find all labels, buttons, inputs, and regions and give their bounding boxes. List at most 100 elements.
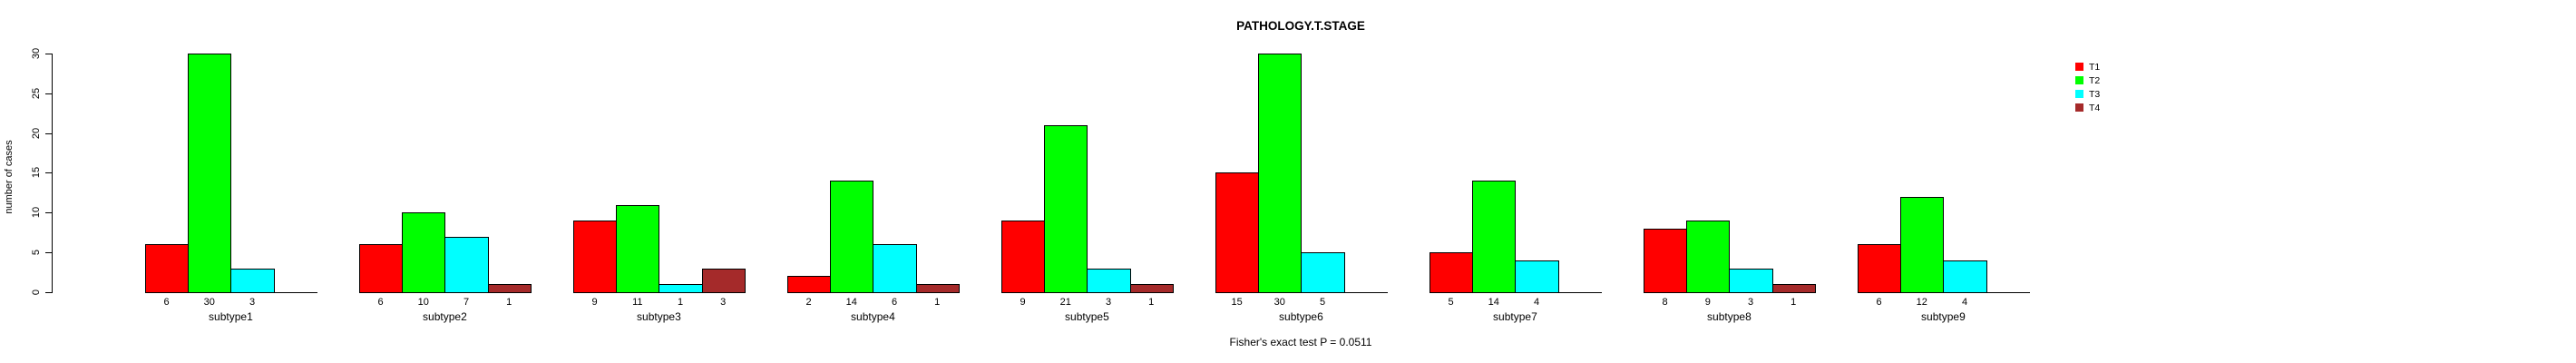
bar-count-subtype4-T4: 1: [934, 297, 941, 308]
bar-count-subtype5-T3: 3: [1105, 297, 1112, 308]
bar-subtype8-T4: [1771, 284, 1816, 293]
bar-subtype7-T1: [1429, 252, 1474, 293]
bar-subtype2-T1: [359, 244, 404, 293]
chart-title: PATHOLOGY.T.STAGE: [1236, 19, 1365, 33]
bar-count-subtype3-T4: 3: [720, 297, 727, 308]
y-tick-mark-0: [45, 292, 52, 293]
bar-count-subtype9-T2: 12: [1916, 297, 1927, 308]
y-tick-mark-15: [45, 172, 52, 174]
legend-item-T4: T4: [2075, 101, 2100, 114]
category-label-subtype8: subtype8: [1707, 310, 1751, 323]
bar-subtype5-T4: [1129, 284, 1174, 293]
bar-count-subtype1-T3: 3: [249, 297, 256, 308]
bar-subtype7-T4-zero: [1557, 292, 1602, 293]
bar-count-subtype1-T2: 30: [203, 297, 215, 308]
bar-count-subtype2-T1: 6: [377, 297, 384, 308]
category-label-subtype3: subtype3: [637, 310, 681, 323]
legend-swatch-T1: [2075, 63, 2083, 71]
bar-subtype3-T3: [659, 284, 703, 293]
legend-swatch-T4: [2075, 103, 2083, 112]
category-label-subtype1: subtype1: [209, 310, 253, 323]
category-label-subtype2: subtype2: [423, 310, 467, 323]
category-label-subtype9: subtype9: [1921, 310, 1966, 323]
category-label-subtype4: subtype4: [851, 310, 895, 323]
y-tick-label-30: 30: [31, 47, 42, 60]
bar-subtype7-T2: [1472, 181, 1517, 293]
bar-subtype4-T2: [830, 181, 874, 293]
bar-subtype1-T3: [230, 268, 275, 293]
legend-label-T1: T1: [2089, 61, 2101, 73]
bar-count-subtype5-T2: 21: [1059, 297, 1071, 308]
bar-subtype9-T3: [1943, 260, 1987, 293]
bar-subtype1-T2: [188, 53, 232, 293]
bar-count-subtype7-T3: 4: [1533, 297, 1540, 308]
legend-item-T1: T1: [2075, 60, 2100, 74]
bar-count-subtype5-T4: 1: [1148, 297, 1155, 308]
bar-count-subtype3-T3: 1: [677, 297, 684, 308]
fisher-test-annotation: Fisher's exact test P = 0.0511: [1229, 336, 1372, 348]
bar-count-subtype8-T1: 8: [1662, 297, 1668, 308]
legend-swatch-T2: [2075, 76, 2083, 84]
category-label-subtype6: subtype6: [1279, 310, 1323, 323]
bar-count-subtype2-T2: 10: [417, 297, 429, 308]
bar-subtype5-T2: [1044, 124, 1088, 293]
y-tick-label-15: 15: [31, 167, 42, 179]
y-tick-label-20: 20: [31, 127, 42, 139]
bar-subtype2-T4: [487, 284, 532, 293]
y-tick-mark-5: [45, 252, 52, 254]
bar-count-subtype8-T4: 1: [1791, 297, 1797, 308]
bar-subtype8-T1: [1644, 228, 1688, 293]
bar-subtype9-T1: [1858, 244, 1902, 293]
bar-count-subtype6-T1: 15: [1231, 297, 1243, 308]
bar-count-subtype3-T1: 9: [591, 297, 598, 308]
bar-count-subtype2-T3: 7: [463, 297, 470, 308]
bar-count-subtype9-T3: 4: [1961, 297, 1968, 308]
y-tick-label-25: 25: [31, 87, 42, 99]
category-label-subtype5: subtype5: [1065, 310, 1109, 323]
bar-count-subtype8-T2: 9: [1704, 297, 1711, 308]
legend-label-T4: T4: [2089, 102, 2101, 113]
legend-label-T3: T3: [2089, 88, 2101, 100]
bar-subtype5-T1: [1001, 221, 1046, 293]
bar-count-subtype6-T3: 5: [1319, 297, 1326, 308]
bar-count-subtype4-T3: 6: [891, 297, 898, 308]
bar-subtype3-T4: [701, 268, 746, 293]
bar-subtype8-T2: [1686, 221, 1731, 293]
bar-subtype2-T2: [402, 212, 446, 293]
bar-subtype9-T2: [1900, 196, 1945, 293]
legend-swatch-T3: [2075, 90, 2083, 98]
bar-subtype4-T4: [915, 284, 960, 293]
bar-subtype6-T4-zero: [1343, 292, 1388, 293]
bar-subtype4-T1: [787, 276, 832, 293]
bar-subtype2-T3: [444, 236, 489, 293]
y-tick-label-0: 0: [31, 289, 42, 296]
y-tick-label-10: 10: [31, 207, 42, 219]
bar-subtype8-T3: [1729, 268, 1773, 293]
bar-subtype3-T2: [616, 204, 660, 293]
bar-subtype7-T3: [1515, 260, 1559, 293]
y-tick-mark-25: [45, 93, 52, 94]
bar-subtype1-T4-zero: [273, 292, 317, 293]
bar-count-subtype7-T2: 14: [1488, 297, 1499, 308]
bar-count-subtype4-T1: 2: [805, 297, 812, 308]
y-axis-line: [52, 54, 53, 293]
bar-subtype6-T3: [1301, 252, 1345, 293]
bar-count-subtype4-T2: 14: [845, 297, 857, 308]
legend-item-T2: T2: [2075, 74, 2100, 87]
bar-count-subtype3-T2: 11: [632, 297, 643, 308]
bar-subtype5-T3: [1087, 268, 1131, 293]
legend-label-T2: T2: [2089, 74, 2101, 86]
bar-count-subtype2-T4: 1: [506, 297, 512, 308]
bar-subtype1-T1: [145, 244, 190, 293]
y-tick-label-5: 5: [31, 250, 42, 256]
bar-subtype6-T2: [1258, 53, 1303, 293]
bar-subtype4-T3: [873, 244, 917, 293]
y-tick-mark-20: [45, 132, 52, 134]
y-axis-label: number of cases: [4, 140, 15, 214]
y-tick-mark-10: [45, 212, 52, 214]
bar-subtype3-T1: [573, 221, 618, 293]
bar-count-subtype6-T2: 30: [1273, 297, 1285, 308]
legend-item-T3: T3: [2075, 87, 2100, 101]
bar-count-subtype5-T1: 9: [1020, 297, 1026, 308]
